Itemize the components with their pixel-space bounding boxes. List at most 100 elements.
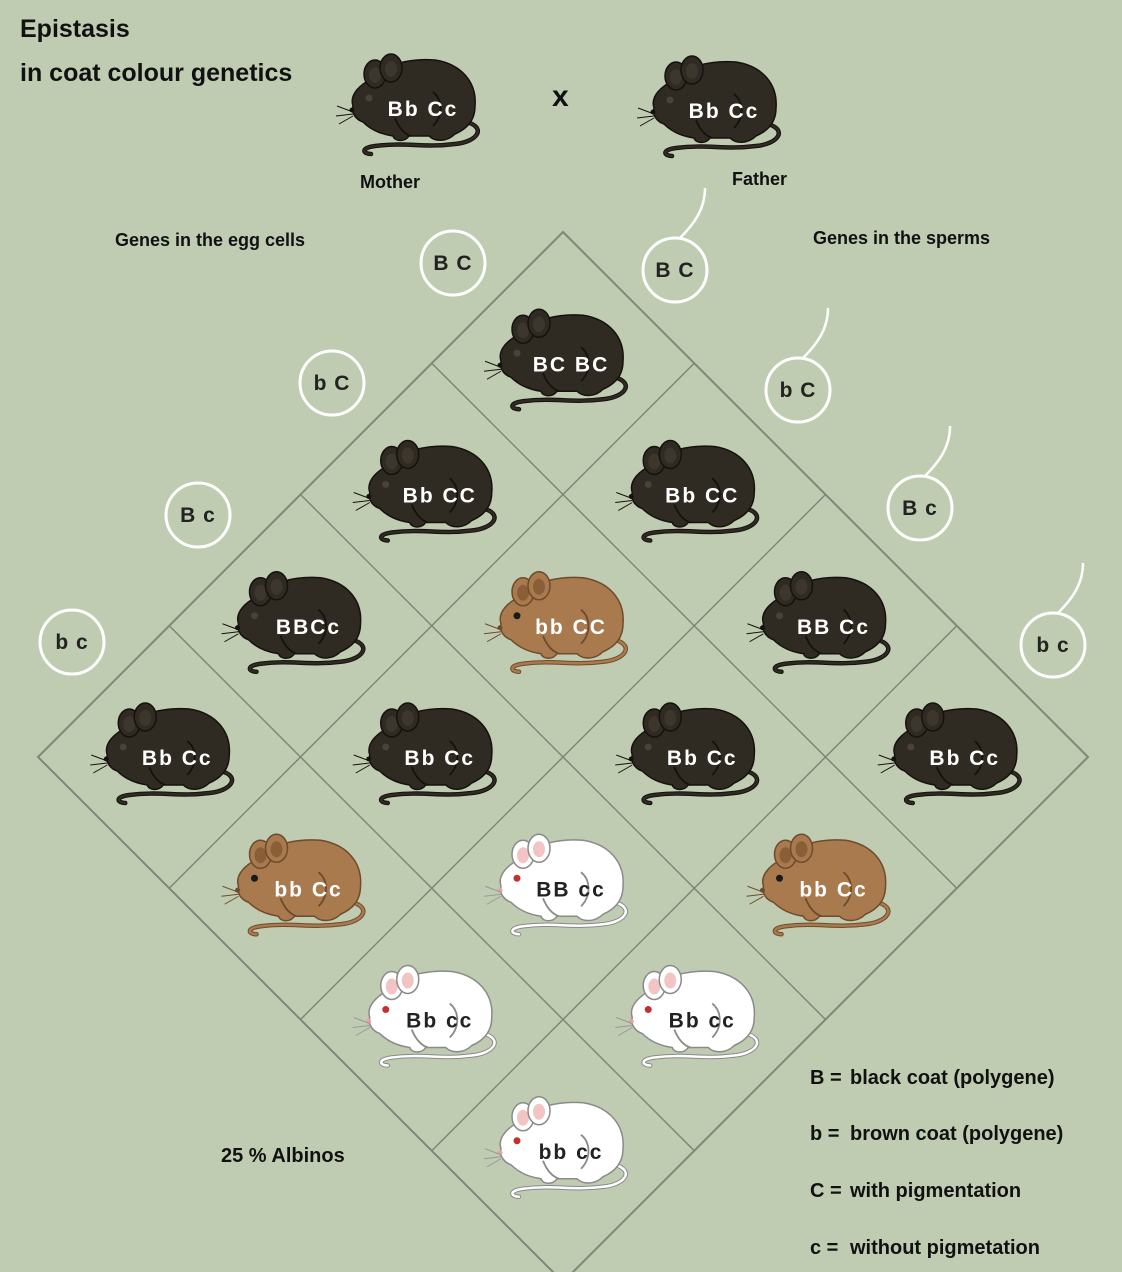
genotype-label: Bb Cc [142, 747, 213, 770]
gamete-label: b C [780, 379, 817, 402]
mother-mouse: Bb Cc [335, 53, 480, 157]
sperm-gametes: B C b C B c b c [641, 187, 1087, 679]
offspring-mouse: Bb cc [615, 964, 760, 1068]
genotype-label: bb Cc [274, 878, 342, 901]
legend-symbol: c = [810, 1237, 838, 1259]
genotype-label: Bb Cc [404, 747, 475, 770]
mouse-icon [483, 1096, 628, 1199]
gamete-circle-icon [38, 608, 106, 676]
legend-symbol: B = [810, 1067, 842, 1089]
sperm-tail-icon [802, 307, 830, 359]
grid-line [168, 625, 695, 1152]
offspring-mouse: Bb Cc [352, 702, 497, 806]
sperm-gamete: b c [1019, 562, 1087, 679]
mouse-icon [352, 439, 497, 543]
title-line-2: in coat colour genetics [20, 59, 292, 87]
sperm-gamete: b C [764, 307, 832, 424]
legend: B = black coat (polygene) b = brown coat (p… [810, 1067, 1063, 1259]
genotype-label: BC BC [533, 353, 610, 376]
offspring-mouse: BBCc [221, 571, 366, 674]
genotype-label: Bb Cc [667, 747, 738, 770]
genotype-label: Bb cc [406, 1010, 473, 1033]
genotype-label: BB Cc [797, 616, 870, 639]
sperm-tail-icon [924, 425, 952, 477]
mouse-icon [746, 833, 891, 937]
mouse-icon [221, 571, 366, 674]
gamete-label: B C [433, 252, 472, 275]
offspring-mouse: bb CC [483, 571, 628, 674]
sperm-tail-icon [679, 187, 707, 239]
legend-symbol: b = [810, 1123, 839, 1145]
egg-gamete: B c [164, 481, 232, 549]
offspring-mouse: Bb CC [615, 439, 760, 543]
sperms-label: Genes in the sperms [813, 228, 990, 248]
genotype-label: Bb Cc [689, 100, 760, 123]
mouse-icon [483, 308, 628, 412]
grid-line [299, 493, 827, 1021]
legend-item: c = without pigmetation [810, 1237, 1040, 1259]
legend-item: C = with pigmentation [810, 1180, 1021, 1202]
legend-item: B = black coat (polygene) [810, 1067, 1055, 1089]
legend-text: brown coat (polygene) [850, 1123, 1063, 1145]
genotype-label: Bb CC [665, 485, 739, 508]
sperm-gamete: B C [641, 187, 709, 304]
father-label: Father [732, 169, 787, 189]
father-mouse: Bb Cc [636, 55, 781, 159]
egg-gamete: B C [419, 229, 487, 297]
legend-text: black coat (polygene) [850, 1067, 1055, 1089]
egg-cells-label: Genes in the egg cells [115, 230, 305, 250]
offspring-mouse: BB cc [483, 833, 628, 937]
mouse-icon [636, 55, 781, 159]
gamete-label: B c [180, 504, 216, 527]
egg-gamete: b c [38, 608, 106, 676]
mouse-icon [615, 702, 760, 806]
gamete-label: B C [655, 259, 694, 282]
mouse-icon [90, 702, 235, 806]
gamete-circle-icon [886, 474, 954, 542]
gamete-label: B c [902, 497, 938, 520]
mother-label: Mother [360, 172, 420, 192]
title-line-1: Epistasis [20, 15, 130, 43]
genotype-label: BB cc [536, 878, 606, 901]
gamete-label: b C [314, 372, 351, 395]
genotype-label: BBCc [276, 616, 341, 639]
genotype-label: Bb Cc [388, 98, 459, 121]
legend-text: with pigmentation [849, 1180, 1021, 1202]
grid-line [431, 625, 958, 1152]
sperm-tail-icon [1057, 562, 1085, 614]
gamete-circle-icon [164, 481, 232, 549]
mouse-icon [335, 53, 480, 157]
gamete-circle-icon [1019, 611, 1087, 679]
legend-symbol: C = [810, 1180, 842, 1202]
offspring-mouse: BB Cc [746, 571, 891, 674]
punnett-grid [36, 230, 1090, 1272]
offspring-mouse: Bb CC [352, 439, 497, 543]
egg-gametes: B C b C B c b c [38, 229, 487, 676]
albino-percentage: 25 % Albinos [221, 1145, 345, 1167]
offspring-mouse: BC BC [483, 308, 628, 412]
egg-gamete: b C [298, 349, 366, 417]
cross-symbol: x [552, 80, 569, 113]
offspring-mouse: Bb Cc [90, 702, 235, 806]
grid-outline [36, 230, 1090, 1272]
punnett-offspring: BC BC Bb CC BB Cc Bb Cc Bb CC bb CC Bb Cc bb Cc… [90, 308, 1022, 1199]
gamete-circle-icon [764, 356, 832, 424]
genotype-label: bb CC [535, 616, 607, 639]
gamete-label: b c [55, 631, 88, 654]
offspring-mouse: bb Cc [221, 833, 366, 937]
offspring-mouse: Bb Cc [615, 702, 760, 806]
genotype-label: Bb Cc [929, 747, 1000, 770]
mouse-icon [877, 702, 1022, 806]
offspring-mouse: Bb cc [352, 964, 497, 1068]
offspring-mouse: bb Cc [746, 833, 891, 937]
mouse-icon [221, 833, 366, 937]
legend-text: without pigmetation [849, 1237, 1040, 1259]
parents: Bb Cc Bb Cc [335, 53, 781, 159]
mouse-icon [352, 964, 497, 1068]
mouse-icon [615, 439, 760, 543]
gamete-circle-icon [419, 229, 487, 297]
mouse-icon [352, 702, 497, 806]
mouse-icon [483, 833, 628, 937]
